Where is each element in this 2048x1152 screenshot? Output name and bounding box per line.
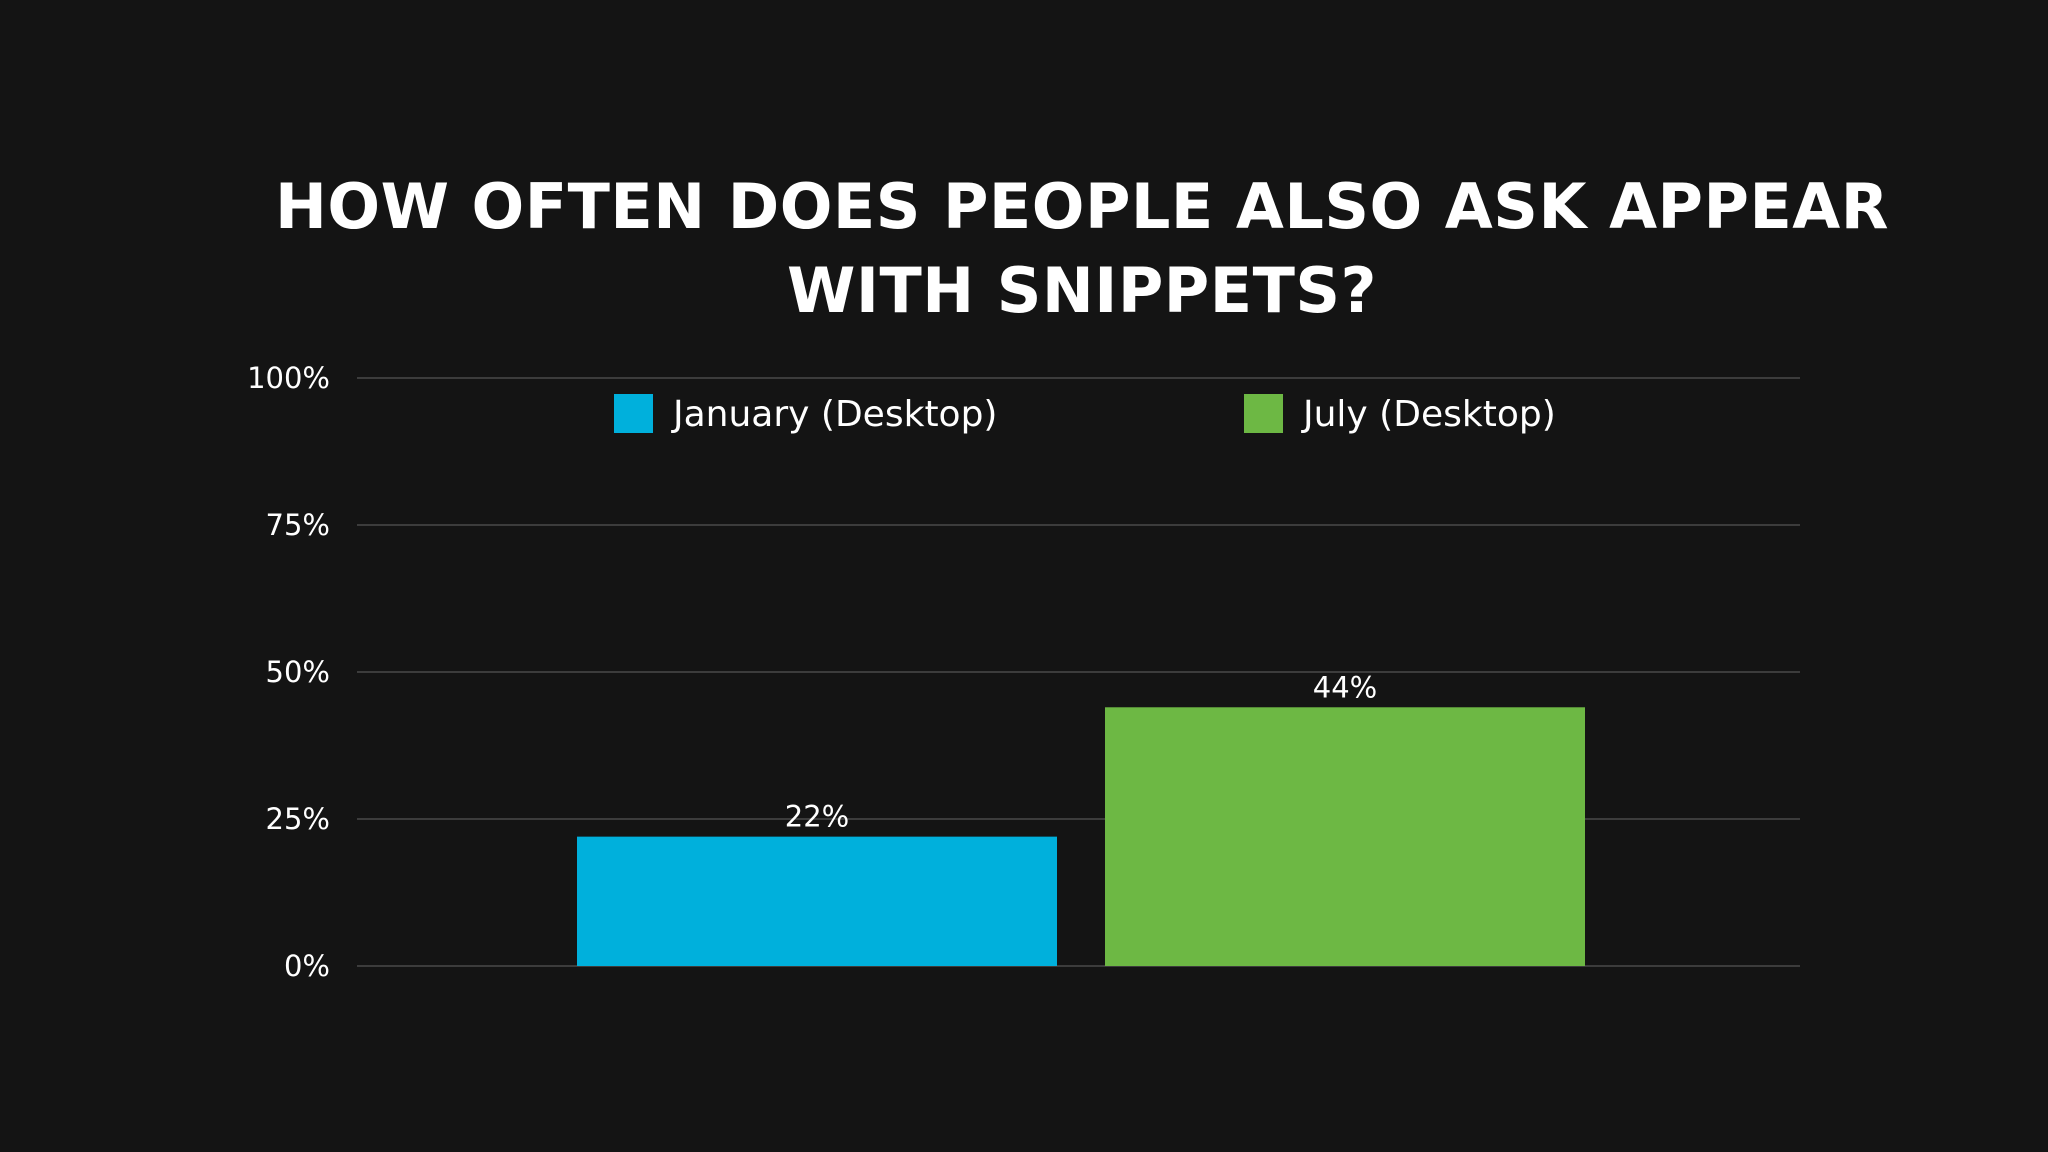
legend-swatch (614, 394, 653, 433)
chart-title-line-2: WITH SNIPPETS? (787, 254, 1377, 327)
legend-label: January (Desktop) (671, 394, 997, 435)
chart-title-line-1: HOW OFTEN DOES PEOPLE ALSO ASK APPEAR (275, 170, 1889, 243)
y-tick-label: 75% (266, 508, 330, 542)
bar-data-label: 22% (785, 800, 849, 834)
y-tick-label: 50% (266, 655, 330, 689)
chart-title: HOW OFTEN DOES PEOPLE ALSO ASK APPEAR WI… (275, 170, 1889, 327)
y-tick-label: 100% (247, 361, 330, 395)
legend: January (Desktop) July (Desktop) (614, 394, 1556, 435)
y-tick-label: 0% (284, 949, 330, 983)
bar (577, 836, 1057, 966)
legend-label: July (Desktop) (1301, 394, 1556, 435)
bar-data-label: 44% (1313, 670, 1377, 704)
bar (1105, 707, 1585, 966)
bars (577, 707, 1585, 966)
data-labels: 22% 44% (785, 670, 1377, 833)
y-tick-label: 25% (266, 802, 330, 836)
legend-swatch (1244, 394, 1283, 433)
y-axis-ticks: 0% 25% 50% 75% 100% (247, 361, 330, 983)
